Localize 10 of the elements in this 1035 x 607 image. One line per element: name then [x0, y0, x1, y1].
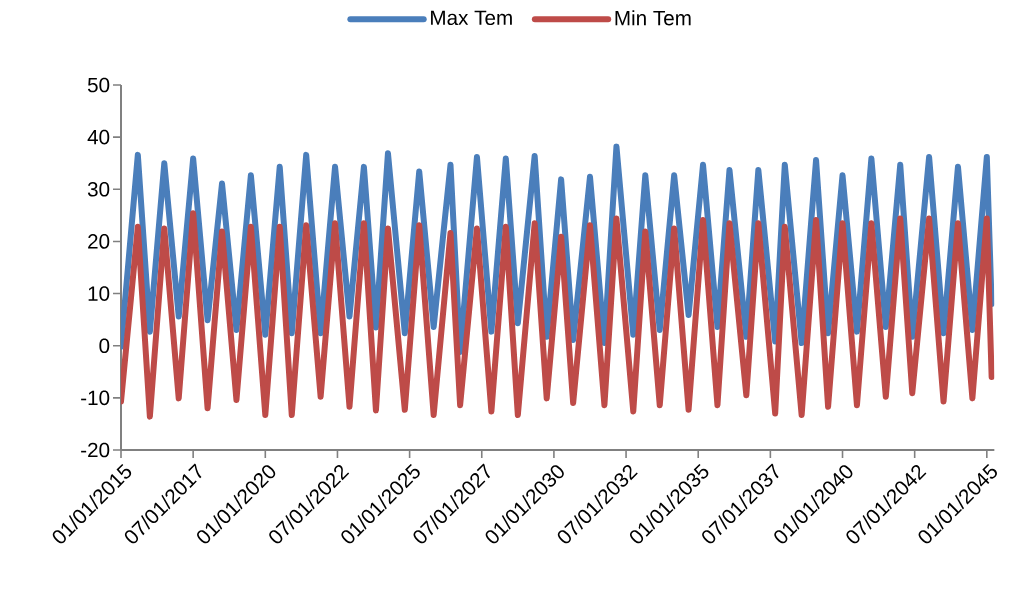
y-tick-label: -20 [81, 442, 110, 458]
legend-label: Min Tem [615, 10, 691, 26]
y-tick-label: 30 [87, 181, 110, 197]
y-tick-label: 0 [99, 338, 110, 354]
y-tick-label: 10 [88, 286, 110, 301]
y-tick-label: 50 [87, 77, 110, 93]
y-tick-label: 20 [88, 234, 110, 249]
y-tick-label: -10 [81, 390, 110, 406]
y-tick-label: 40 [87, 129, 110, 145]
legend-label: Max Tem [431, 10, 512, 26]
